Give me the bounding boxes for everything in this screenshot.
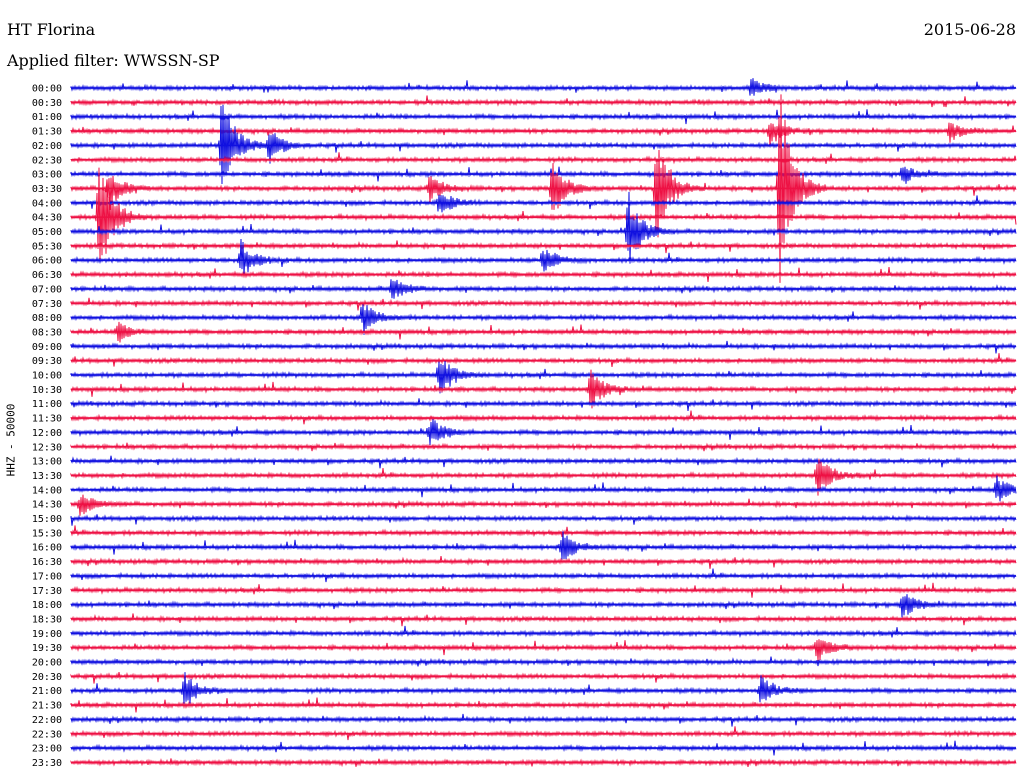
trace-line xyxy=(70,514,1017,526)
row-time-label: 13:30 xyxy=(32,471,62,482)
row-time-label: 00:00 xyxy=(32,84,62,95)
row-time-label: 19:30 xyxy=(32,643,62,654)
row-time-label: 11:30 xyxy=(32,414,62,425)
trace-line xyxy=(70,122,1017,147)
trace-line xyxy=(70,494,1017,516)
row-time-label: 09:30 xyxy=(32,356,62,367)
row-time-label: 08:30 xyxy=(32,327,62,338)
row-time-label: 21:30 xyxy=(32,701,62,712)
row-time-label: 12:00 xyxy=(32,428,62,439)
row-time-label: 03:00 xyxy=(32,170,62,181)
filter-label: Applied filter: WWSSN-SP xyxy=(7,51,220,70)
trace-line xyxy=(70,531,1017,560)
row-time-label: 10:00 xyxy=(32,371,62,382)
trace-line xyxy=(70,152,1017,165)
trace-line xyxy=(70,398,1017,411)
row-time-label: 13:00 xyxy=(32,457,62,468)
trace-line xyxy=(70,671,1017,684)
row-time-label: 23:00 xyxy=(32,744,62,755)
row-time-label: 22:00 xyxy=(32,715,62,726)
trace-line xyxy=(70,340,1017,354)
trace-line xyxy=(70,166,1017,184)
trace-line xyxy=(70,297,1017,311)
row-time-label: 10:30 xyxy=(32,385,62,396)
row-time-label: 22:30 xyxy=(32,729,62,740)
row-time-label: 18:00 xyxy=(32,600,62,611)
row-time-label: 00:30 xyxy=(32,98,62,109)
trace-line xyxy=(70,455,1017,469)
row-time-label: 14:30 xyxy=(32,500,62,511)
row-time-label: 01:30 xyxy=(32,127,62,138)
row-time-label: 17:30 xyxy=(32,586,62,597)
row-time-label: 20:00 xyxy=(32,658,62,669)
row-time-label: 11:00 xyxy=(32,399,62,410)
row-time-label: 20:30 xyxy=(32,672,62,683)
row-time-label: 03:30 xyxy=(32,184,62,195)
trace-line xyxy=(70,525,1017,538)
row-time-label: 09:00 xyxy=(32,342,62,353)
row-time-label: 23:30 xyxy=(32,758,62,769)
trace-line xyxy=(70,95,1017,108)
row-time-label: 15:00 xyxy=(32,514,62,525)
trace-line xyxy=(70,475,1017,502)
row-time-label: 06:30 xyxy=(32,270,62,281)
trace-line xyxy=(70,556,1017,569)
trace-line xyxy=(70,639,1017,661)
trace-line xyxy=(70,625,1017,638)
trace-line xyxy=(70,613,1017,627)
trace-line xyxy=(70,713,1017,727)
row-time-label: 04:00 xyxy=(32,198,62,209)
record-date: 2015-06-28 xyxy=(923,20,1016,39)
row-time-label: 17:00 xyxy=(32,571,62,582)
row-time-label: 04:30 xyxy=(32,213,62,224)
row-time-label: 18:30 xyxy=(32,614,62,625)
row-time-label: 14:00 xyxy=(32,485,62,496)
row-time-label: 19:00 xyxy=(32,629,62,640)
row-time-label: 01:00 xyxy=(32,112,62,123)
row-time-label: 07:30 xyxy=(32,299,62,310)
row-time-label: 05:00 xyxy=(32,227,62,238)
row-time-label: 05:30 xyxy=(32,241,62,252)
row-time-label: 16:30 xyxy=(32,557,62,568)
row-time-label: 12:30 xyxy=(32,442,62,453)
row-time-label: 21:00 xyxy=(32,686,62,697)
trace-line xyxy=(70,78,1017,96)
row-time-label: 15:30 xyxy=(32,528,62,539)
row-time-label: 07:00 xyxy=(32,284,62,295)
station-title: HT Florina xyxy=(7,20,96,39)
row-time-label: 06:00 xyxy=(32,256,62,267)
row-time-label: 02:00 xyxy=(32,141,62,152)
row-time-label: 08:00 xyxy=(32,313,62,324)
trace-line xyxy=(70,594,1017,618)
row-time-label: 02:30 xyxy=(32,155,62,166)
row-time-label: 16:00 xyxy=(32,543,62,554)
